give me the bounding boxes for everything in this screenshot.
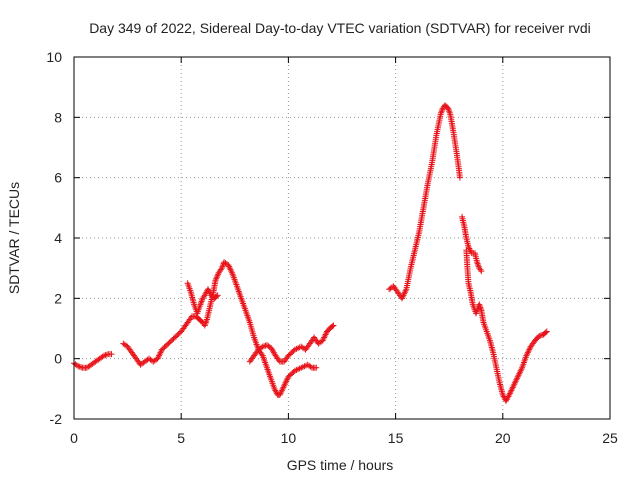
data-point xyxy=(543,328,550,335)
data-point xyxy=(214,292,221,299)
data-point xyxy=(542,329,549,336)
y-tick-label: 6 xyxy=(54,170,62,186)
data-point xyxy=(123,342,130,349)
data-point xyxy=(330,322,337,329)
y-tick-label: 2 xyxy=(54,290,62,306)
data-point xyxy=(301,345,308,352)
y-axis-label: SDTVAR / TECUs xyxy=(6,182,22,294)
data-point xyxy=(478,268,485,275)
axis-ticks: 0 5 10 15 20 25 -2 0 2 4 6 8 10 xyxy=(46,49,618,446)
data-point xyxy=(78,364,85,371)
x-tick-label: 15 xyxy=(388,430,404,446)
data-point xyxy=(259,343,266,350)
x-axis-label: GPS time / hours xyxy=(287,457,394,473)
x-tick-label: 10 xyxy=(281,430,297,446)
plot-frame xyxy=(73,56,611,420)
data-point xyxy=(108,351,115,358)
data-series xyxy=(71,102,550,404)
y-tick-label: 10 xyxy=(46,49,62,65)
data-point xyxy=(262,342,269,349)
data-point xyxy=(103,351,110,358)
data-point xyxy=(102,352,109,359)
data-point xyxy=(537,332,544,339)
data-point xyxy=(456,174,463,181)
data-point xyxy=(389,284,396,291)
grid xyxy=(74,57,610,419)
data-point xyxy=(536,333,543,340)
x-tick-label: 20 xyxy=(495,430,511,446)
data-point xyxy=(76,363,83,370)
x-tick-label: 25 xyxy=(602,430,618,446)
y-tick-label: 0 xyxy=(54,351,62,367)
chart-title: Day 349 of 2022, Sidereal Day-to-day VTE… xyxy=(89,20,591,36)
data-point xyxy=(307,363,314,370)
data-point xyxy=(101,352,108,359)
data-point xyxy=(75,363,82,370)
data-point xyxy=(213,293,220,300)
x-tick-label: 5 xyxy=(177,430,185,446)
data-point xyxy=(313,364,320,371)
y-tick-label: 8 xyxy=(54,109,62,125)
x-tick-label: 0 xyxy=(70,430,78,446)
y-tick-label: 4 xyxy=(54,230,62,246)
y-tick-label: -2 xyxy=(50,411,63,427)
data-point xyxy=(329,323,336,330)
